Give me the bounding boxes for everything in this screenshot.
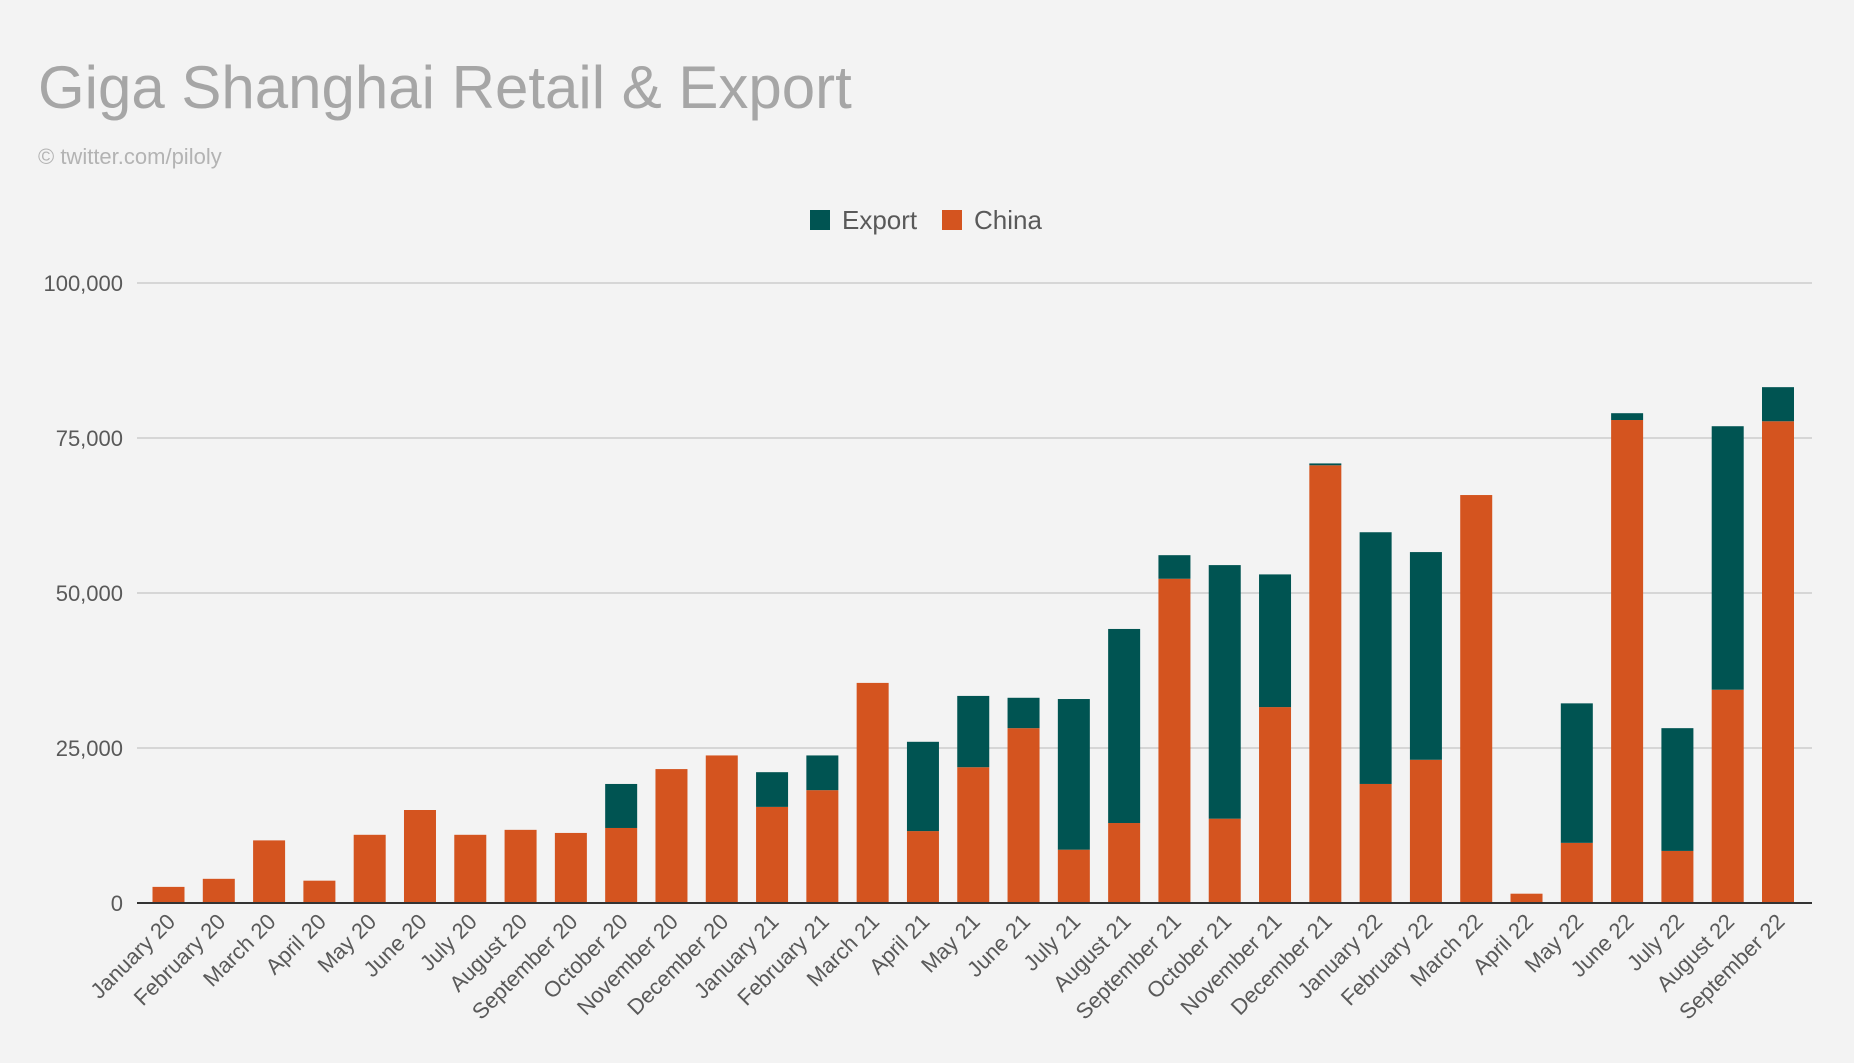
- bar-china-january-22: [1359, 783, 1392, 903]
- bar-china-may-21: [957, 767, 990, 903]
- chart-subtitle: © twitter.com/piloly: [38, 144, 222, 169]
- bar-china-december-21: [1309, 465, 1342, 903]
- legend-swatch-china: [942, 210, 962, 230]
- y-tick-label: 50,000: [56, 581, 123, 606]
- bar-china-september-20: [554, 832, 587, 903]
- y-tick-label: 25,000: [56, 736, 123, 761]
- bar-export-september-22: [1762, 387, 1794, 422]
- bar-export-april-21: [906, 741, 939, 832]
- bar-export-october-21: [1208, 565, 1241, 819]
- bar-china-march-20: [253, 840, 286, 903]
- legend: Export China: [810, 205, 1042, 235]
- bar-export-september-21: [1158, 555, 1191, 579]
- bar-china-september-22: [1762, 421, 1794, 903]
- bar-china-december-20: [705, 755, 738, 903]
- bar-china-march-22: [1460, 495, 1493, 903]
- bar-export-november-21: [1259, 574, 1292, 708]
- bars: [152, 387, 1794, 903]
- bar-export-july-22: [1661, 728, 1694, 851]
- bar-export-october-20: [605, 783, 638, 828]
- bar-china-february-21: [806, 790, 839, 903]
- bar-china-november-21: [1259, 707, 1292, 903]
- y-tick-label: 0: [111, 891, 123, 916]
- bar-china-june-21: [1007, 728, 1040, 903]
- bar-export-may-21: [957, 695, 990, 768]
- bar-china-july-22: [1661, 850, 1694, 903]
- bar-export-february-21: [806, 755, 839, 791]
- bar-export-july-21: [1057, 699, 1090, 850]
- bar-china-october-20: [605, 827, 638, 903]
- bar-china-july-21: [1057, 849, 1090, 903]
- bar-china-august-20: [504, 829, 537, 903]
- bar-china-september-21: [1158, 578, 1191, 903]
- bar-export-january-21: [756, 772, 789, 807]
- bar-china-march-21: [856, 682, 889, 903]
- y-tick-label: 100,000: [43, 271, 123, 296]
- bar-china-august-21: [1108, 823, 1141, 903]
- bar-export-may-22: [1560, 703, 1593, 843]
- bar-china-may-22: [1560, 842, 1593, 903]
- bar-china-february-22: [1409, 759, 1442, 903]
- bar-china-june-22: [1611, 420, 1644, 903]
- bar-china-april-21: [906, 831, 939, 903]
- legend-label-export: Export: [842, 205, 918, 235]
- bar-china-june-20: [403, 810, 436, 903]
- bar-export-june-21: [1007, 697, 1040, 729]
- legend-label-china: China: [974, 205, 1042, 235]
- bar-export-august-22: [1711, 426, 1744, 690]
- chart-title: Giga Shanghai Retail & Export: [38, 54, 852, 121]
- bar-china-april-20: [303, 880, 336, 903]
- bar-export-december-21: [1309, 463, 1342, 466]
- bar-china-july-20: [454, 834, 487, 903]
- y-axis: 0 25,000 50,000 75,000 100,000: [43, 271, 123, 916]
- bar-china-november-20: [655, 769, 688, 903]
- bar-china-january-20: [152, 886, 185, 903]
- bar-export-june-22: [1611, 413, 1644, 421]
- bar-china-october-21: [1208, 818, 1241, 903]
- y-tick-label: 75,000: [56, 426, 123, 451]
- bar-china-february-20: [202, 878, 235, 903]
- bar-export-january-22: [1359, 532, 1392, 784]
- bar-china-may-20: [353, 834, 386, 903]
- bar-china-january-21: [756, 806, 789, 903]
- bar-export-february-22: [1409, 552, 1442, 760]
- bar-export-august-21: [1108, 628, 1141, 824]
- gridlines: [137, 282, 1812, 749]
- legend-swatch-export: [810, 210, 830, 230]
- bar-china-august-22: [1711, 689, 1744, 903]
- bar-china-april-22: [1510, 893, 1543, 903]
